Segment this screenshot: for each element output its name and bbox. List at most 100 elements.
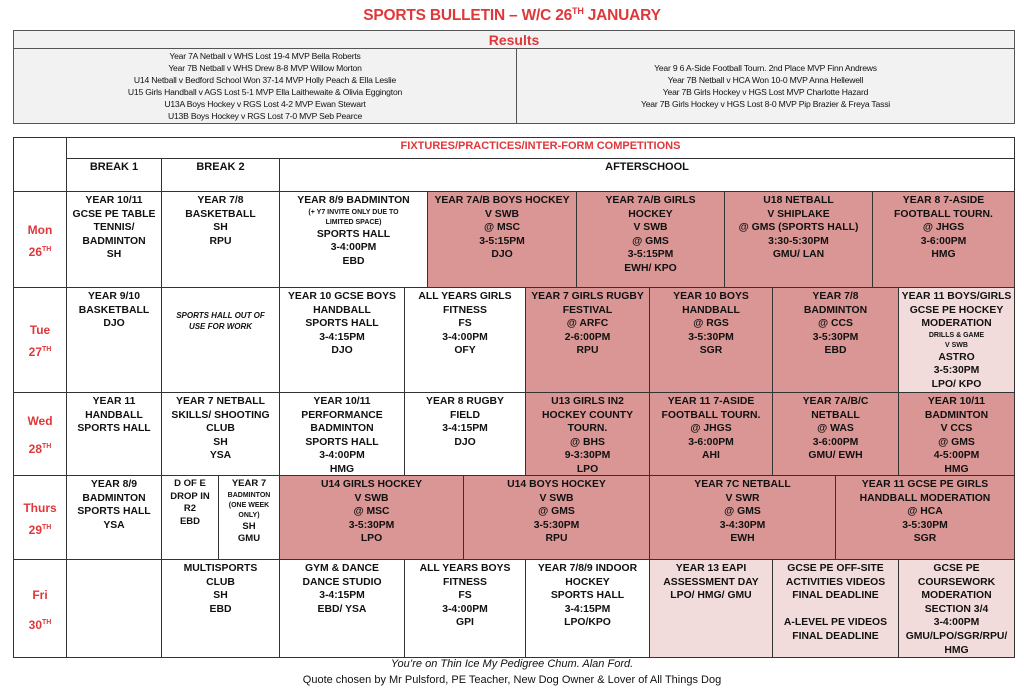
- cell-line: LPO/KPO: [564, 617, 611, 629]
- cell-line: LPO/ KPO: [931, 378, 982, 390]
- cell-line: SECTION 3/4: [924, 603, 989, 615]
- cell-line: 4-5:00PM: [933, 450, 980, 462]
- column-header-break2: BREAK 2: [161, 158, 280, 192]
- cell-line: ALL YEARS GIRLS: [418, 291, 512, 302]
- cell-line: OFY: [454, 345, 476, 357]
- cell-line: V SWB: [633, 222, 668, 234]
- session-cell: ALL YEARS GIRLS FITNESS FS 3-4:00PM OFY: [404, 287, 526, 393]
- cell-line: YEAR 10 BOYS: [673, 291, 749, 302]
- cell-line: YEAR 8/9: [90, 479, 138, 490]
- cell-line: LPO: [576, 463, 599, 475]
- cell-line: BADMINTON: [310, 423, 374, 435]
- cell-line: YEAR 11 7-ASIDE: [667, 396, 755, 407]
- cell-line: FITNESS: [443, 576, 487, 588]
- cell-line: BADMINTON: [82, 235, 146, 247]
- cell-line: YEAR 11: [92, 396, 136, 407]
- cell-line: EBD/ YSA: [317, 603, 367, 615]
- results-left-column: Year 7A Netball v WHS Lost 19-4 MVP Bell…: [14, 49, 517, 123]
- session-cell: YEAR 8/9 BADMINTON SPORTS HALL YSA: [66, 475, 162, 560]
- cell-line: HANDBALL: [682, 304, 740, 316]
- cell-line: CLUB: [206, 423, 235, 435]
- cell-line: 3-5:30PM: [533, 519, 580, 531]
- cell-line: 3-4:15PM: [564, 603, 611, 615]
- result-item: U13B Boys Hockey v RGS Lost 7-0 MVP Seb …: [167, 111, 363, 121]
- cell-line: DJO: [454, 436, 476, 448]
- session-cell: YEAR 7 BADMINTON (ONE WEEK ONLY) SH GMU: [218, 475, 280, 560]
- session-cell: YEAR 9/10 BASKETBALL DJO: [66, 287, 162, 393]
- cell-line: YEAR 10/11: [85, 195, 143, 206]
- cell-line: V SWB: [539, 492, 574, 504]
- cell-line: BADMINTON: [82, 492, 146, 504]
- cell-line: 3-4:15PM: [442, 423, 488, 435]
- cell-line: V SHIPLAKE: [767, 208, 830, 220]
- fixtures-heading: FIXTURES/PRACTICES/INTER-FORM COMPETITIO…: [66, 137, 1015, 159]
- corner-cell: [13, 137, 67, 192]
- cell-line: YEAR 8 7-ASIDE: [902, 195, 985, 206]
- session-cell: YEAR 10/11 PERFORMANCE BADMINTON SPORTS HAL…: [279, 392, 405, 476]
- cell-line: YEAR 7A/B GIRLS: [605, 195, 696, 206]
- cell-line: ASTRO: [938, 351, 975, 363]
- cell-line: EBD: [824, 345, 847, 357]
- cell-line: FOOTBALL TOURN.: [661, 409, 761, 421]
- cell-line: YEAR 10/11: [313, 396, 371, 407]
- cell-line: YEAR 13 EAPI: [675, 563, 747, 574]
- cell-line: BADMINTON: [803, 304, 868, 316]
- session-cell: ALL YEARS BOYS FITNESS FS 3-4:00PM GPI: [404, 559, 526, 658]
- cell-line: 3-5:30PM: [933, 365, 980, 377]
- fixture-cell: U13 GIRLS IN2 HOCKEY COUNTY TOURN. @ BHS 9-3…: [525, 392, 650, 476]
- cell-line: FINAL DEADLINE: [792, 630, 879, 642]
- cell-line: @ JHGS: [690, 423, 732, 435]
- cell-line: 3:30-5:30PM: [768, 235, 829, 247]
- fixture-cell: YEAR 11 7-ASIDE FOOTBALL TOURN. @ JHGS 3-6:…: [649, 392, 773, 476]
- cell-line: A-LEVEL PE VIDEOS: [783, 617, 888, 629]
- cell-line: LPO/ HMG/ GMU: [670, 590, 752, 602]
- cell-line: 3-4:15PM: [319, 331, 365, 343]
- cell-line: FIELD: [449, 409, 480, 421]
- cell-line: 3-4:30PM: [719, 519, 766, 531]
- cell-line: V SWB: [354, 492, 389, 504]
- cell-line: SPORTS HALL: [77, 423, 151, 435]
- cell-line: MODERATION: [921, 590, 992, 602]
- cell-line: GCSE PE: [933, 563, 980, 574]
- cell-line: GYM & DANCE: [305, 563, 379, 574]
- cell-line: V SWR: [725, 492, 760, 504]
- cell-line: FINAL DEADLINE: [792, 590, 879, 602]
- cell-line: DJO: [331, 345, 353, 357]
- cell-line: RPU: [209, 235, 232, 247]
- cell-line: DJO: [103, 318, 125, 330]
- cell-line: YSA: [103, 519, 125, 531]
- cell-line: 3-5:30PM: [812, 331, 859, 343]
- cell-line: DRILLS & GAME: [928, 331, 985, 339]
- cell-line: HOCKEY COUNTY: [541, 409, 634, 421]
- cell-line: YEAR 10/11: [927, 396, 986, 407]
- cell-line: HOCKEY: [628, 208, 673, 220]
- event-cell: YEAR 11 BOYS/GIRLS GCSE PE HOCKEY MODERATI…: [898, 287, 1015, 393]
- cell-line: AHI: [702, 450, 720, 462]
- cell-line: U14 GIRLS HOCKEY: [320, 479, 423, 490]
- cell-line: @ GMS (SPORTS HALL): [738, 222, 859, 234]
- footer-credit: Quote chosen by Mr Pulsford, PE Teacher,…: [302, 674, 722, 686]
- cell-line: @ GMS: [724, 506, 761, 518]
- cell-line: @ MSC: [483, 222, 521, 234]
- fixture-cell: YEAR 7 GIRLS RUGBY FESTIVAL @ ARFC 2-6:00PM…: [525, 287, 650, 393]
- cell-line: R2: [183, 503, 197, 514]
- cell-line: GCSE PE HOCKEY: [909, 304, 1004, 316]
- result-item: Year 9 6 A-Side Football Tourn. 2nd Plac…: [654, 63, 877, 73]
- column-header-break1: BREAK 1: [66, 158, 162, 192]
- cell-line: EWH: [730, 533, 755, 545]
- footer-quote: You’re on Thin Ice My Pedigree Chum. Ala…: [390, 658, 634, 670]
- cell-line: SH: [106, 249, 122, 261]
- cell-line: FITNESS: [443, 304, 487, 316]
- day-label-thu: Thurs 29TH: [13, 475, 67, 560]
- session-cell: MULTISPORTS CLUB SH EBD: [161, 559, 280, 658]
- cell-line: USE FOR WORK: [188, 322, 253, 331]
- cell-line: BADMINTON: [924, 409, 989, 421]
- cell-line: FESTIVAL: [562, 304, 613, 316]
- cell-line: GCSE PE TABLE: [72, 208, 156, 220]
- fixture-cell: YEAR 11 GCSE PE GIRLS HANDBALL MODERATION…: [835, 475, 1015, 560]
- cell-line: V CCS: [940, 423, 973, 435]
- cell-line: @ JHGS: [922, 222, 965, 234]
- cell-line: GMU: [237, 533, 261, 544]
- cell-line: YEAR 7/8/9 INDOOR: [537, 563, 638, 574]
- cell-line: CLUB: [206, 576, 235, 588]
